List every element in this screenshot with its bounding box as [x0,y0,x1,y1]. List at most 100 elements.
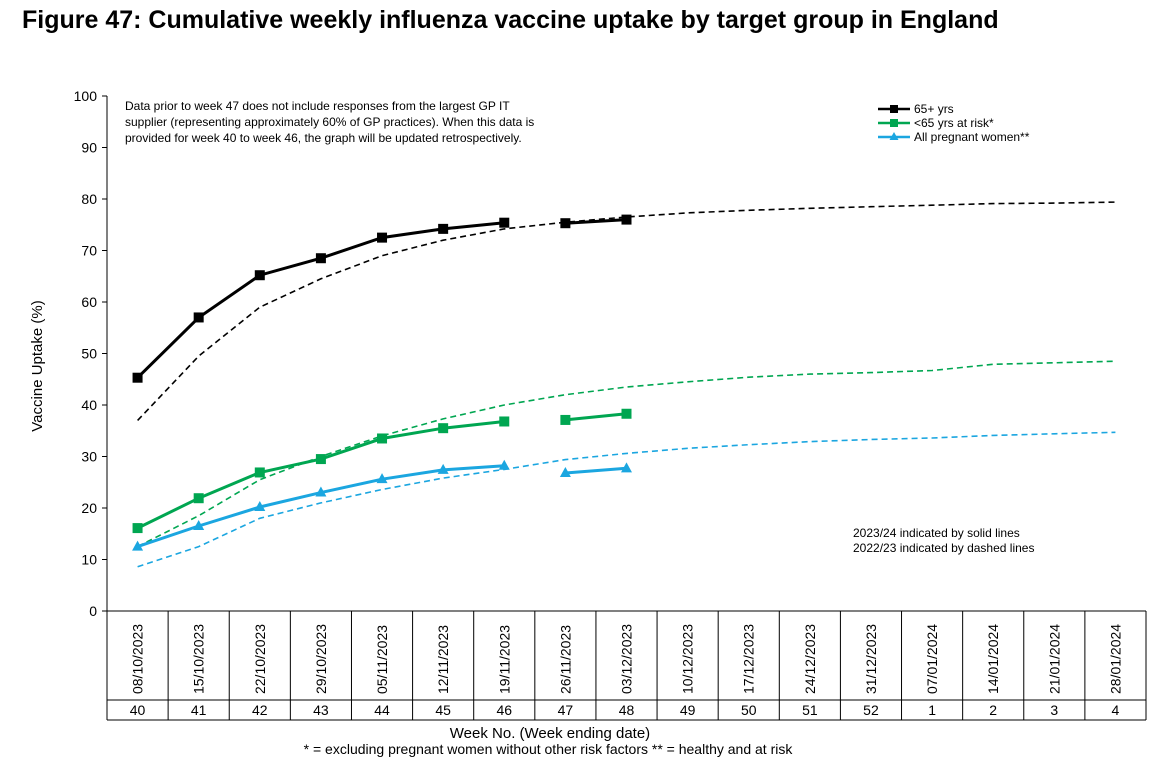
week-number-label: 51 [802,702,818,718]
x-tick-label: 03/12/2023 [619,624,635,694]
legend-label: <65 yrs at risk* [914,116,994,130]
data-point-marker [254,270,265,281]
data-point-marker [377,232,388,243]
data-point-marker [560,218,571,229]
data-point-marker [254,467,265,478]
data-point-marker [315,454,326,465]
legend-marker [890,119,898,127]
chart-axes: 0 10 20 30 40 50 60 70 80 90 100 08/10/2023 15/10/20… [29,88,1147,757]
data-point-marker [499,416,510,427]
data-point-marker [621,462,632,473]
series-2023-line [136,420,505,530]
y-tick-label: 60 [81,294,97,310]
season-line-style-note: 2023/24 indicated by solid lines [853,526,1020,540]
x-tick-label: 15/10/2023 [191,624,207,694]
x-tick-label: 31/12/2023 [863,624,879,694]
data-point-marker [132,523,143,534]
data-point-marker [560,414,571,425]
y-tick-label: 40 [81,397,97,413]
week-number-label: 52 [863,702,879,718]
footnote: * = excluding pregnant women without oth… [304,741,794,757]
y-tick-label: 100 [74,88,98,104]
x-tick-label: 19/11/2023 [496,625,512,694]
data-point-marker [315,486,327,497]
data-point-marker [254,500,266,511]
data-point-marker [132,372,143,383]
chart-lines [136,201,1116,568]
data-caveat-note: supplier (representing approximately 60%… [125,115,534,129]
season-line-style-note: 2022/23 indicated by dashed lines [853,541,1034,555]
x-tick-label: 12/11/2023 [435,625,451,694]
week-number-label: 46 [496,702,512,718]
week-number-label: 2 [989,702,997,718]
week-number-label: 40 [130,702,146,718]
chart-legend: 65+ yrs<65 yrs at risk*All pregnant wome… [878,102,1030,144]
legend-label: All pregnant women** [914,130,1030,144]
data-point-marker [621,214,632,225]
data-point-marker [376,473,388,484]
data-point-marker [621,408,632,419]
y-tick-label: 0 [89,603,97,619]
series-2023-line [565,412,627,422]
data-point-marker [559,466,571,477]
x-axis-title: Week No. (Week ending date) [450,725,650,742]
legend-marker [890,105,898,113]
x-tick-label: 22/10/2023 [252,624,268,694]
legend-label: 65+ yrs [914,102,954,116]
x-tick-label: 07/01/2024 [924,624,940,694]
y-tick-label: 80 [81,191,97,207]
data-point-marker [438,223,449,234]
week-number-label: 47 [558,702,574,718]
data-point-marker [438,423,449,434]
week-number-label: 1 [928,702,936,718]
week-number-label: 45 [435,702,451,718]
y-tick-label: 30 [81,449,97,465]
y-tick-label: 50 [81,346,97,362]
data-point-marker [499,217,510,228]
data-caveat-note: Data prior to week 47 does not include r… [125,99,510,113]
y-tick-label: 90 [81,140,97,156]
week-number-label: 49 [680,702,696,718]
x-tick-label: 29/10/2023 [313,624,329,694]
figure-title: Figure 47: Cumulative weekly influenza v… [22,6,999,34]
data-point-marker [193,520,205,531]
data-caveat-note: provided for week 40 to week 46, the gra… [125,131,522,145]
y-axis-title: Vaccine Uptake (%) [29,300,46,431]
series-2023-line [565,466,627,475]
legend-marker [889,132,899,140]
data-point-marker [377,433,388,444]
x-tick-label: 17/12/2023 [741,624,757,694]
week-number-label: 44 [374,702,390,718]
series-2023-line [565,218,627,225]
x-tick-label: 14/01/2024 [985,624,1001,694]
x-tick-label: 21/01/2024 [1046,624,1062,694]
chart-markers [132,214,632,551]
data-point-marker [193,312,204,323]
data-point-marker [498,459,510,470]
week-number-label: 43 [313,702,329,718]
series-2023-line [136,221,505,379]
y-tick-label: 10 [81,552,97,568]
week-number-label: 48 [619,702,635,718]
data-point-marker [437,463,449,474]
data-point-marker [315,253,326,264]
series-2022-line [137,431,1116,568]
x-tick-label: 05/11/2023 [374,625,390,694]
data-point-marker [193,493,204,504]
x-tick-label: 08/10/2023 [130,624,146,694]
data-point-marker [132,540,144,551]
series-2022-line [137,201,1116,421]
y-tick-label: 20 [81,500,97,516]
x-tick-label: 28/01/2024 [1107,624,1123,694]
week-number-label: 3 [1050,702,1058,718]
week-number-label: 4 [1112,702,1120,718]
chart-notes: Data prior to week 47 does not include r… [125,99,1034,555]
x-tick-label: 26/11/2023 [557,625,573,694]
y-tick-label: 70 [81,243,97,259]
x-tick-label: 10/12/2023 [680,624,696,694]
x-tick-label: 24/12/2023 [802,624,818,694]
week-number-label: 41 [191,702,207,718]
week-number-label: 50 [741,702,757,718]
